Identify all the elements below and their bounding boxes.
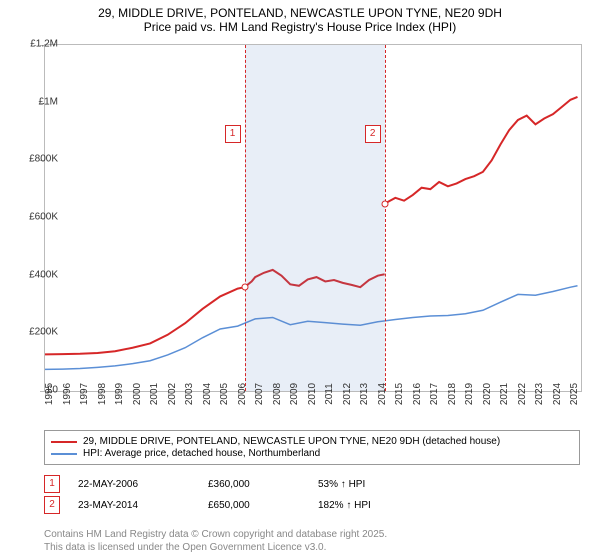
x-axis-label: 2021 [499, 383, 510, 405]
x-axis-label: 2017 [429, 383, 440, 405]
legend-swatch [51, 453, 77, 455]
x-axis-label: 2002 [167, 383, 178, 405]
x-axis-label: 2001 [149, 383, 160, 405]
sale-marker [381, 200, 388, 207]
y-axis-label: £1M [39, 96, 58, 107]
x-axis-label: 2015 [394, 383, 405, 405]
sale-marker [241, 284, 248, 291]
sale-hpi-delta: 53% ↑ HPI [318, 479, 365, 490]
y-axis-label: £400K [29, 269, 58, 280]
series-line [385, 97, 578, 204]
footer-line2: This data is licensed under the Open Gov… [44, 542, 387, 555]
legend-item: 29, MIDDLE DRIVE, PONTELAND, NEWCASTLE U… [51, 436, 573, 447]
legend-label: HPI: Average price, detached house, Nort… [83, 448, 320, 459]
footer-line1: Contains HM Land Registry data © Crown c… [44, 529, 387, 542]
x-axis-label: 2006 [237, 383, 248, 405]
sale-price: £360,000 [208, 479, 318, 490]
legend-swatch [51, 441, 77, 443]
chart-area: 12 1995199619971998199920002001200220032… [44, 44, 580, 390]
legend-box: 29, MIDDLE DRIVE, PONTELAND, NEWCASTLE U… [44, 430, 580, 465]
sale-callout: 2 [365, 125, 381, 143]
x-axis-label: 2024 [552, 383, 563, 405]
sales-list: 1 22-MAY-2006£360,00053% ↑ HPI 2 23-MAY-201… [44, 472, 580, 517]
x-axis-label: 1999 [114, 383, 125, 405]
sale-vline [245, 45, 246, 391]
sale-number-box: 2 [44, 496, 60, 514]
sale-date: 22-MAY-2006 [78, 479, 208, 490]
x-axis-label: 2004 [202, 383, 213, 405]
x-axis-label: 2013 [359, 383, 370, 405]
x-axis-label: 2000 [132, 383, 143, 405]
chart-container: 29, MIDDLE DRIVE, PONTELAND, NEWCASTLE U… [0, 0, 600, 560]
legend-item: HPI: Average price, detached house, Nort… [51, 448, 573, 459]
plot-area: 12 [44, 44, 582, 392]
x-axis-label: 2014 [377, 383, 388, 405]
sale-vline [385, 45, 386, 391]
title-address: 29, MIDDLE DRIVE, PONTELAND, NEWCASTLE U… [10, 6, 590, 20]
x-axis-label: 2010 [307, 383, 318, 405]
sale-date: 23-MAY-2014 [78, 500, 208, 511]
y-axis-label: £200K [29, 327, 58, 338]
x-axis-label: 2025 [569, 383, 580, 405]
x-axis-label: 2011 [324, 383, 335, 405]
x-axis-label: 2003 [184, 383, 195, 405]
y-axis-label: £800K [29, 154, 58, 165]
chart-title: 29, MIDDLE DRIVE, PONTELAND, NEWCASTLE U… [0, 0, 600, 34]
sale-price: £650,000 [208, 500, 318, 511]
y-axis-label: £600K [29, 212, 58, 223]
x-axis-label: 2008 [272, 383, 283, 405]
x-axis-label: 2009 [289, 383, 300, 405]
title-subtitle: Price paid vs. HM Land Registry's House … [10, 20, 590, 34]
x-axis-label: 1998 [97, 383, 108, 405]
series-line [45, 287, 245, 354]
x-axis-label: 2018 [447, 383, 458, 405]
y-axis-label: £0 [47, 385, 58, 396]
sale-hpi-delta: 182% ↑ HPI [318, 500, 371, 511]
x-axis-label: 2005 [219, 383, 230, 405]
x-axis-label: 2016 [412, 383, 423, 405]
sale-callout: 1 [225, 125, 241, 143]
x-axis-label: 2012 [342, 383, 353, 405]
x-axis-label: 1997 [79, 383, 90, 405]
x-axis-label: 2007 [254, 383, 265, 405]
x-axis-label: 2020 [482, 383, 493, 405]
legend-label: 29, MIDDLE DRIVE, PONTELAND, NEWCASTLE U… [83, 436, 500, 447]
x-axis-label: 2019 [464, 383, 475, 405]
sale-number-box: 1 [44, 475, 60, 493]
footer-attribution: Contains HM Land Registry data © Crown c… [44, 529, 387, 554]
x-axis-label: 1996 [62, 383, 73, 405]
shaded-period [245, 45, 385, 391]
y-axis-label: £1.2M [30, 39, 58, 50]
sale-row: 1 22-MAY-2006£360,00053% ↑ HPI [44, 475, 580, 493]
x-axis-label: 2022 [517, 383, 528, 405]
sale-row: 2 23-MAY-2014£650,000182% ↑ HPI [44, 496, 580, 514]
x-axis-label: 2023 [534, 383, 545, 405]
